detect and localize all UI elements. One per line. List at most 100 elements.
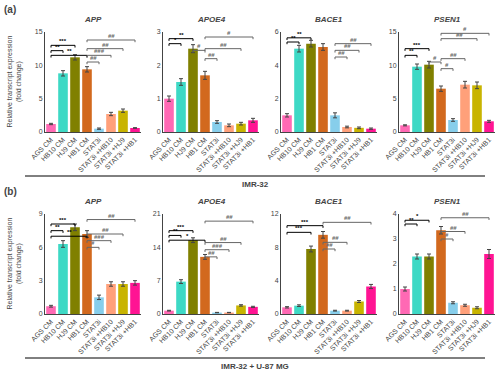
svg-text:HB10 CM: HB10 CM bbox=[40, 136, 67, 163]
svg-text:HB10 CM: HB10 CM bbox=[276, 318, 303, 345]
svg-text:8: 8 bbox=[275, 244, 279, 251]
svg-text:3: 3 bbox=[157, 28, 161, 35]
svg-text:APOE4: APOE4 bbox=[197, 197, 226, 206]
svg-text:6: 6 bbox=[39, 244, 43, 251]
svg-text:2: 2 bbox=[157, 62, 161, 69]
svg-text:##: ## bbox=[332, 235, 339, 241]
svg-text:##: ## bbox=[344, 215, 351, 221]
svg-text:HB1 CM: HB1 CM bbox=[67, 318, 91, 342]
svg-text:STAT3i +HB10: STAT3i +HB10 bbox=[431, 136, 468, 173]
svg-text:STAT3i +HJ9: STAT3i +HJ9 bbox=[446, 318, 480, 352]
svg-text:HB10 CM: HB10 CM bbox=[158, 318, 185, 345]
svg-text:###: ### bbox=[94, 48, 105, 54]
svg-text:**: ** bbox=[67, 48, 72, 54]
svg-text:STAT3i +HJ9: STAT3i +HJ9 bbox=[328, 136, 362, 170]
svg-text:AGS CM: AGS CM bbox=[384, 136, 409, 161]
svg-text:#: # bbox=[91, 240, 95, 246]
svg-text:STAT3i +HB1: STAT3i +HB1 bbox=[104, 318, 139, 353]
svg-text:**: ** bbox=[55, 224, 60, 230]
svg-text:Relative transcript expression: Relative transcript expression(fold chan… bbox=[6, 36, 23, 128]
svg-text:1: 1 bbox=[393, 285, 397, 292]
svg-text:HB1 CM: HB1 CM bbox=[67, 136, 91, 160]
svg-text:STAT3i +HB1: STAT3i +HB1 bbox=[458, 318, 493, 353]
svg-text:4: 4 bbox=[393, 210, 397, 217]
svg-text:HB10 CM: HB10 CM bbox=[394, 318, 421, 345]
svg-text:STAT3i: STAT3i bbox=[81, 318, 102, 339]
svg-text:AGS CM: AGS CM bbox=[266, 318, 291, 343]
svg-text:**: ** bbox=[297, 31, 302, 37]
svg-text:##: ## bbox=[456, 32, 463, 38]
svg-text:2: 2 bbox=[393, 260, 397, 267]
svg-text:APP: APP bbox=[84, 197, 102, 206]
svg-text:HJ9 CM: HJ9 CM bbox=[55, 318, 78, 341]
svg-text:##: ## bbox=[102, 42, 109, 48]
svg-text:***: *** bbox=[301, 219, 309, 225]
svg-text:14: 14 bbox=[153, 244, 161, 251]
svg-text:HB10 CM: HB10 CM bbox=[394, 136, 421, 163]
svg-text:6: 6 bbox=[275, 28, 279, 35]
svg-text:STAT3i +HB1: STAT3i +HB1 bbox=[340, 318, 375, 353]
svg-text:STAT3i: STAT3i bbox=[435, 136, 456, 157]
svg-text:STAT3i: STAT3i bbox=[317, 318, 338, 339]
svg-text:#: # bbox=[197, 43, 201, 49]
svg-text:STAT3i +HJ9: STAT3i +HJ9 bbox=[210, 136, 244, 170]
svg-text:HB10 CM: HB10 CM bbox=[40, 318, 67, 345]
svg-text:STAT3i: STAT3i bbox=[317, 136, 338, 157]
svg-text:***: *** bbox=[177, 224, 185, 230]
svg-text:##: ## bbox=[102, 227, 109, 233]
svg-text:HB1 CM: HB1 CM bbox=[303, 136, 327, 160]
svg-text:AGS CM: AGS CM bbox=[30, 136, 55, 161]
svg-text:AGS CM: AGS CM bbox=[148, 136, 173, 161]
svg-text:STAT3i +HJ9: STAT3i +HJ9 bbox=[328, 318, 362, 352]
svg-text:BACE1: BACE1 bbox=[315, 197, 343, 206]
svg-text:7: 7 bbox=[157, 277, 161, 284]
svg-text:HB1 CM: HB1 CM bbox=[185, 136, 209, 160]
svg-text:15: 15 bbox=[389, 28, 397, 35]
svg-text:STAT3i +HJ9: STAT3i +HJ9 bbox=[92, 318, 126, 352]
svg-text:AGS CM: AGS CM bbox=[266, 136, 291, 161]
svg-text:#: # bbox=[463, 26, 467, 32]
svg-text:3: 3 bbox=[393, 235, 397, 242]
svg-text:1: 1 bbox=[157, 95, 161, 102]
svg-text:###: ### bbox=[212, 243, 223, 249]
svg-text:STAT3i +HB10: STAT3i +HB10 bbox=[313, 136, 350, 173]
svg-text:HJ9 CM: HJ9 CM bbox=[291, 318, 314, 341]
svg-text:##: ## bbox=[450, 225, 457, 231]
svg-text:STAT3i +HB10: STAT3i +HB10 bbox=[195, 318, 232, 355]
svg-text:##: ## bbox=[90, 55, 97, 61]
svg-text:###: ### bbox=[94, 234, 105, 240]
svg-text:HJ9 CM: HJ9 CM bbox=[55, 136, 78, 159]
svg-text:HJ9 CM: HJ9 CM bbox=[409, 318, 432, 341]
svg-text:HB10 CM: HB10 CM bbox=[276, 136, 303, 163]
svg-text:##: ## bbox=[450, 52, 457, 58]
svg-text:4: 4 bbox=[275, 277, 279, 284]
svg-text:***: *** bbox=[59, 217, 67, 223]
svg-text:**: ** bbox=[409, 217, 414, 223]
svg-text:Relative transcript expression: Relative transcript expression(fold chan… bbox=[6, 218, 23, 310]
svg-text:12: 12 bbox=[271, 210, 279, 217]
svg-text:STAT3i +HB10: STAT3i +HB10 bbox=[77, 136, 114, 173]
svg-text:##: ## bbox=[226, 214, 233, 220]
svg-text:**: ** bbox=[291, 35, 296, 41]
svg-text:*: * bbox=[174, 37, 177, 43]
svg-text:2: 2 bbox=[275, 95, 279, 102]
svg-text:IMR-32: IMR-32 bbox=[242, 180, 269, 189]
svg-text:##: ## bbox=[326, 242, 333, 248]
svg-text:PSEN1: PSEN1 bbox=[434, 197, 461, 206]
svg-text:##: ## bbox=[462, 211, 469, 217]
svg-text:STAT3i +HB1: STAT3i +HB1 bbox=[104, 136, 139, 171]
svg-text:APP: APP bbox=[84, 15, 102, 24]
svg-text:STAT3i +HB1: STAT3i +HB1 bbox=[458, 136, 493, 171]
svg-text:9: 9 bbox=[39, 210, 43, 217]
svg-text:***: *** bbox=[295, 225, 303, 231]
svg-text:##: ## bbox=[220, 236, 227, 242]
svg-text:STAT3i +HJ9: STAT3i +HJ9 bbox=[92, 136, 126, 170]
svg-text:STAT3i +HB10: STAT3i +HB10 bbox=[195, 136, 232, 173]
svg-text:STAT3i: STAT3i bbox=[435, 318, 456, 339]
svg-text:STAT3i +HB1: STAT3i +HB1 bbox=[340, 136, 375, 171]
svg-text:STAT3i +HB1: STAT3i +HB1 bbox=[222, 318, 257, 353]
svg-text:10: 10 bbox=[35, 62, 43, 69]
svg-text:STAT3i +HJ9: STAT3i +HJ9 bbox=[446, 136, 480, 170]
svg-text:##: ## bbox=[108, 33, 115, 39]
svg-text:#: # bbox=[445, 232, 449, 238]
